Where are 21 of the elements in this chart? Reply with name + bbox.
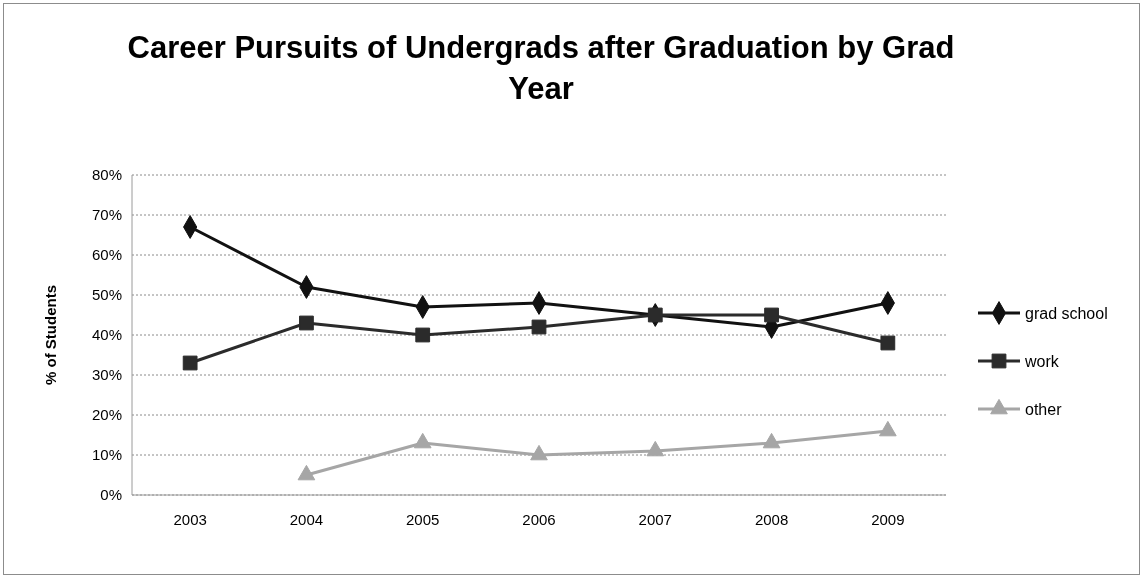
- y-tick-label: 80%: [91, 166, 122, 184]
- x-tick-label: 2004: [289, 511, 324, 528]
- x-tick-label: 2008: [754, 511, 789, 528]
- y-tick-label: 40%: [91, 326, 122, 344]
- x-tick-label: 2005: [406, 511, 440, 528]
- y-tick-label: 10%: [91, 446, 122, 464]
- y-tick-label: 50%: [91, 286, 122, 304]
- x-tick-label: 2006: [522, 511, 556, 528]
- y-tick-label: 30%: [91, 366, 122, 384]
- y-tick-label: 60%: [91, 246, 122, 264]
- y-tick-label: 70%: [91, 206, 122, 224]
- y-tick-label: 20%: [91, 406, 122, 424]
- y-axis-title: % of Students: [42, 285, 59, 385]
- legend-label: grad school: [1025, 304, 1108, 322]
- y-tick-label: 0%: [100, 486, 122, 504]
- x-tick-label: 2009: [871, 511, 905, 528]
- legend-label: work: [1024, 352, 1060, 370]
- x-tick-label: 2003: [173, 511, 207, 528]
- legend-label: other: [1025, 400, 1063, 418]
- x-tick-label: 2007: [638, 511, 672, 528]
- chart-title: Career Pursuits of Undergrads after Graduation by Grad Year: [127, 30, 955, 106]
